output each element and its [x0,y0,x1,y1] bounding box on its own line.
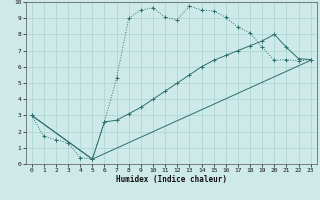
X-axis label: Humidex (Indice chaleur): Humidex (Indice chaleur) [116,175,227,184]
